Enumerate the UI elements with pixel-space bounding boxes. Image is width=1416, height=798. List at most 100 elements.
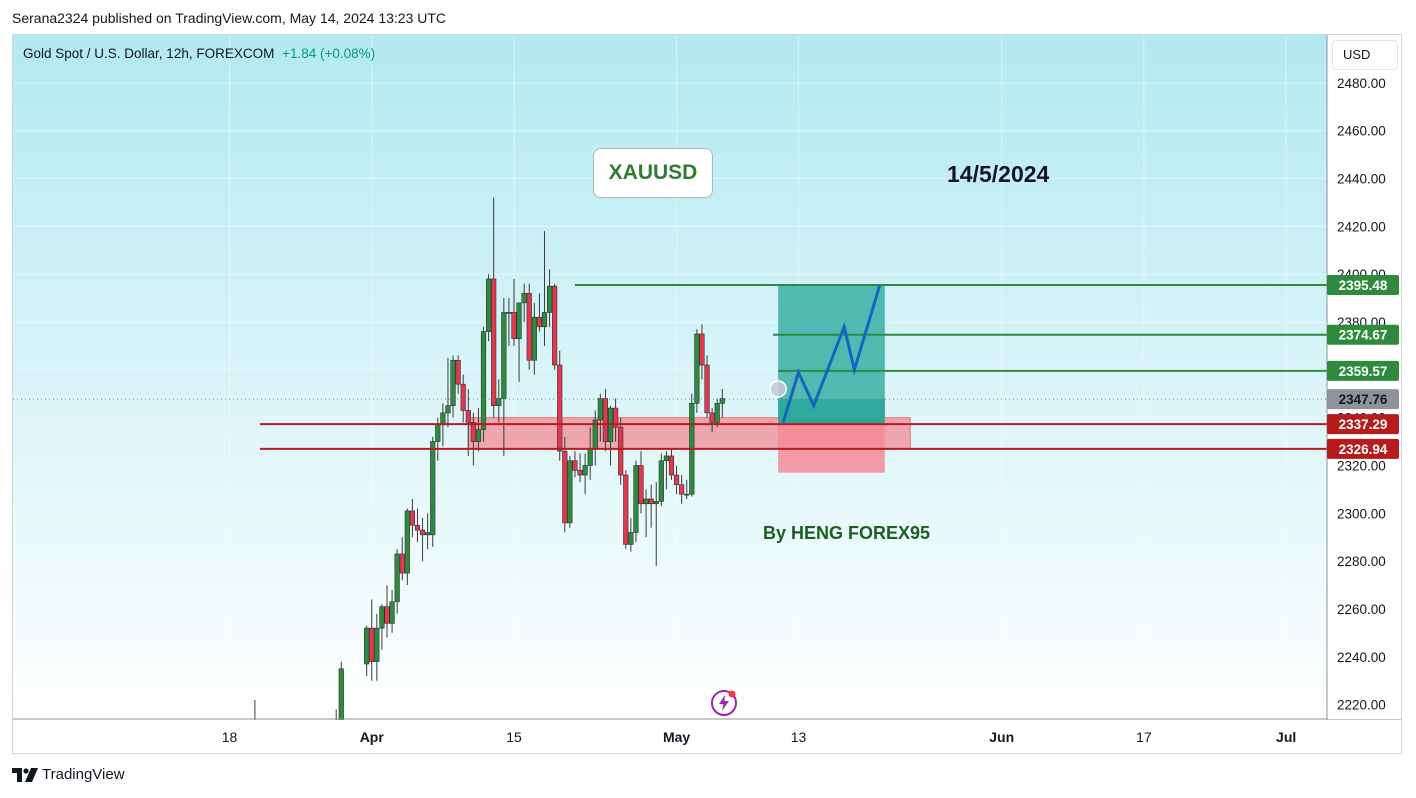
candle-body — [699, 333, 705, 366]
candle-body — [414, 524, 421, 531]
bull-candle — [404, 508, 410, 586]
candle-body — [419, 529, 426, 536]
date-label: 14/5/2024 — [947, 161, 1050, 187]
price-label: 2337.29 — [1339, 417, 1388, 432]
candle-body — [491, 278, 497, 406]
x-tick-label: 15 — [506, 729, 522, 745]
bear-candle — [414, 508, 421, 543]
candle-body — [409, 510, 416, 526]
candle-body — [648, 498, 654, 505]
x-tick-label: Jun — [989, 729, 1014, 745]
bull-candle — [694, 329, 700, 413]
candle-body — [404, 510, 410, 574]
tradingview-logo-icon — [12, 767, 38, 782]
bull-candle — [582, 453, 588, 495]
x-tick-label: May — [663, 729, 690, 745]
candles — [252, 197, 725, 753]
bear-candle — [369, 599, 375, 681]
lightning-icon[interactable] — [710, 689, 738, 717]
bull-candle — [567, 455, 573, 528]
candle-body — [374, 627, 380, 662]
bull-candle — [501, 298, 507, 456]
x-tick-label: Jul — [1276, 729, 1296, 745]
candle-body — [455, 359, 461, 385]
bear-candle — [536, 293, 542, 332]
symbol-title[interactable]: Gold Spot / U.S. Dollar, 12h, FOREXCOM +… — [23, 46, 375, 61]
bull-candle — [485, 274, 492, 342]
candle-body — [541, 312, 548, 328]
bear-candle — [511, 278, 517, 346]
candle-body — [480, 331, 487, 430]
candle-body — [485, 278, 492, 332]
bear-candle — [557, 350, 563, 461]
currency-selector[interactable]: USD — [1332, 40, 1398, 70]
projection — [769, 284, 882, 423]
bull-candle — [689, 393, 695, 497]
bear-candle — [679, 475, 685, 504]
candle-body — [618, 426, 624, 476]
bull-candle — [541, 231, 548, 346]
bull-candle — [719, 388, 725, 418]
bear-candle — [465, 388, 471, 456]
bear-candle — [460, 374, 466, 423]
candle-body — [470, 422, 476, 442]
bear-candle — [384, 585, 390, 638]
ticker-label: XAUUSD — [593, 148, 713, 198]
candle-body — [516, 302, 522, 340]
bull-candle — [633, 460, 639, 543]
candle-body — [714, 403, 720, 423]
candle-body — [450, 359, 456, 406]
current-price-marker — [769, 380, 787, 398]
candle-body — [719, 398, 725, 404]
bull-candle — [475, 408, 482, 452]
candle-body — [531, 316, 537, 361]
plot-background — [13, 35, 1327, 719]
candle-body — [658, 460, 664, 502]
bull-candle — [643, 489, 649, 538]
bull-candle — [364, 625, 370, 676]
candle-body — [704, 364, 710, 414]
y-tick-label: 2280.00 — [1337, 554, 1386, 569]
candle-body — [562, 450, 568, 524]
candle-body — [440, 412, 446, 426]
bull-candle — [653, 482, 659, 566]
candle-body — [511, 312, 517, 340]
chart-frame[interactable]: 2220.00 2240.00 2260.00 2280.00 2300.00 2320.… — [12, 34, 1402, 754]
candle-body — [633, 465, 639, 533]
tradingview-logo[interactable]: TradingView — [12, 766, 125, 783]
y-tick-label: 2260.00 — [1337, 602, 1386, 617]
bull-candle — [506, 298, 512, 346]
candle-body — [653, 501, 659, 505]
candle-body — [623, 474, 629, 545]
candle-body — [577, 469, 583, 476]
bear-candle — [526, 283, 532, 370]
bear-candle — [602, 388, 609, 452]
bull-candle — [389, 589, 395, 633]
candle-body — [663, 455, 669, 462]
candle-body — [546, 285, 553, 313]
candle-body — [394, 553, 400, 603]
candle-body — [567, 460, 573, 524]
time-axis-background — [13, 720, 1401, 753]
bull-candle — [597, 393, 603, 442]
y-tick-label: 2420.00 — [1337, 219, 1386, 234]
time-axis[interactable]: 18 Apr 15 May 13 Jun 17 Jul — [13, 720, 1402, 754]
candle-body — [612, 407, 619, 428]
price-label: 2326.94 — [1339, 442, 1388, 457]
bear-candle — [470, 412, 476, 466]
bear-candle — [704, 355, 710, 418]
price-chart[interactable]: 2220.00 2240.00 2260.00 2280.00 2300.00 2320.… — [13, 35, 1402, 754]
y-tick-label: 2480.00 — [1337, 76, 1386, 91]
bull-candle — [714, 398, 720, 428]
bull-candle — [628, 518, 634, 552]
bull-candle — [496, 379, 502, 423]
bear-candle — [491, 197, 497, 418]
candle-body — [445, 405, 451, 414]
bull-candle — [521, 283, 527, 322]
x-tick-label: Apr — [360, 729, 385, 745]
levels — [13, 283, 1327, 450]
brand-name: TradingView — [42, 766, 125, 783]
symbol-name: Gold Spot / U.S. Dollar, 12h, FOREXCOM — [23, 46, 275, 61]
bull-candle — [374, 613, 380, 681]
candle-body — [552, 285, 558, 366]
